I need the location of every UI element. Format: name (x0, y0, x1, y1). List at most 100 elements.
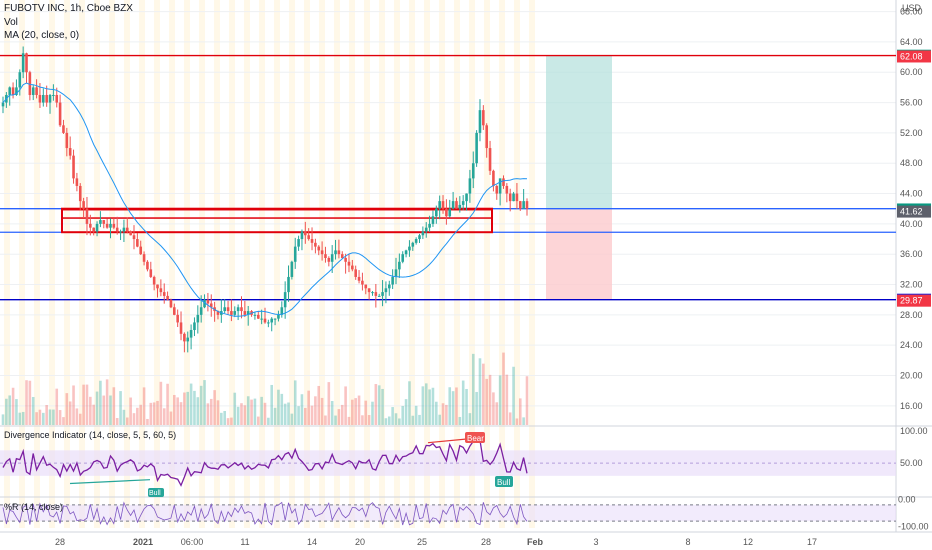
price-tick-label: 64.00 (900, 37, 923, 47)
volume-bar (471, 353, 475, 425)
candle-body (424, 227, 428, 232)
volume-bar (256, 416, 260, 425)
price-tick-label: 20.00 (900, 371, 923, 381)
volume-bar (408, 381, 411, 425)
session-stripe (439, 0, 445, 528)
volume-bar (203, 380, 206, 425)
session-stripe (184, 0, 190, 528)
candle-body (461, 201, 465, 205)
volume-legend[interactable]: Vol (4, 17, 18, 28)
time-tick-label: 8 (685, 537, 690, 547)
ma-legend[interactable]: MA (20, close, 0) (4, 30, 80, 41)
candle-body (502, 178, 505, 186)
volume-bar (226, 418, 230, 425)
volume-bar (115, 418, 119, 425)
candle-body (42, 94, 45, 103)
session-stripe (124, 0, 130, 528)
candle-body (125, 227, 129, 232)
volume-bar (220, 412, 223, 425)
volume-bar (8, 395, 12, 425)
volume-bar (122, 409, 126, 425)
candle-body (468, 178, 472, 194)
volume-bar (270, 384, 274, 425)
profit-zone (546, 55, 612, 210)
candle-body (142, 254, 146, 262)
candle-body (445, 208, 448, 217)
price-badge (897, 205, 931, 218)
volume-bar (525, 376, 529, 425)
session-stripe (169, 0, 175, 528)
candle-body (340, 254, 344, 258)
candle-body (367, 288, 371, 293)
candle-body (112, 223, 116, 228)
candle-body (233, 311, 237, 315)
volume-bar (21, 411, 25, 425)
volume-bar (183, 392, 186, 425)
time-tick-label: 28 (55, 537, 65, 547)
candle-body (512, 193, 515, 202)
candle-body (11, 87, 15, 95)
volume-bar (119, 391, 122, 425)
volume-bar (448, 387, 452, 425)
divergence-line (2, 437, 528, 487)
candle-body (418, 235, 421, 240)
volume-bar (52, 409, 55, 425)
candle-body (196, 314, 200, 323)
candle-body (522, 201, 525, 209)
session-stripe (94, 0, 100, 528)
candle-body (304, 231, 307, 236)
candle-body (119, 231, 122, 233)
volume-bar (515, 418, 519, 425)
volume-bar (451, 391, 455, 425)
candle-body (179, 322, 183, 334)
candle-body (102, 220, 106, 224)
volume-bar (522, 417, 525, 425)
volume-bar (455, 387, 458, 425)
candle-body (364, 284, 368, 289)
candle-body (243, 311, 247, 315)
candle-body (28, 72, 32, 95)
volume-bar (377, 385, 381, 425)
session-stripe (379, 0, 385, 528)
volume-bar (482, 363, 485, 425)
volume-bar (25, 380, 28, 425)
candle-body (85, 208, 89, 224)
candle-body (431, 216, 435, 224)
symbol-title[interactable]: FUBOTV INC, 1h, Cboe BZX (4, 3, 133, 14)
bull-label-2: Bull (149, 490, 161, 497)
volume-bar (142, 387, 146, 425)
volume-bar (193, 390, 196, 425)
volume-bar (5, 398, 8, 425)
price-badge-label: 62.08 (900, 51, 923, 61)
candle-body (1, 102, 5, 107)
candle-body (515, 193, 519, 202)
volume-bar (209, 398, 213, 425)
volume-bar (92, 404, 95, 425)
candle-body (35, 87, 38, 95)
volume-bar (28, 380, 32, 425)
volume-bar (283, 403, 287, 425)
bull-label-box (495, 476, 513, 487)
volume-bar (290, 413, 294, 425)
session-stripe (394, 0, 400, 528)
volume-bar (48, 409, 52, 425)
volume-bar (166, 383, 169, 425)
bear-label-box (465, 432, 485, 443)
candle-body (465, 193, 468, 202)
candle-body (374, 292, 378, 296)
candle-body (411, 242, 415, 247)
volume-bar (152, 402, 156, 425)
volume-bar (314, 396, 317, 425)
rr-tick-label: 0.00 (898, 494, 916, 504)
volume-bar (398, 418, 401, 425)
price-tick-label: 24.00 (900, 340, 923, 350)
candle-body (482, 110, 485, 126)
candle-body (475, 132, 478, 164)
session-stripe (319, 0, 325, 528)
session-stripe (364, 0, 370, 528)
volume-bar (498, 375, 502, 425)
volume-bar (109, 395, 112, 425)
volume-bar (508, 412, 512, 425)
volume-bar (129, 397, 132, 425)
